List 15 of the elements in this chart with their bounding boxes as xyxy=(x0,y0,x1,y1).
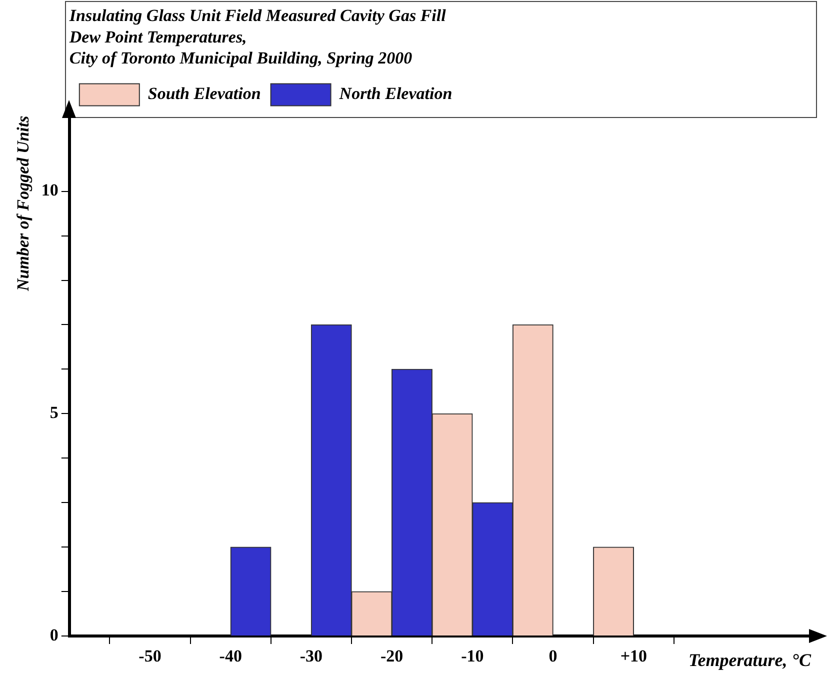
x-tick-label: 0 xyxy=(548,646,558,666)
y-axis-title: Number of Fogged Units xyxy=(14,115,33,292)
y-tick-label: 0 xyxy=(50,625,58,644)
x-tick-label: -10 xyxy=(461,646,484,666)
legend-label: South Elevation xyxy=(148,84,261,104)
x-axis-title: Temperature, °C xyxy=(688,650,812,670)
y-tick-label: 5 xyxy=(50,403,58,422)
x-tick-label: -50 xyxy=(138,646,162,666)
chart-title: Insulating Glass Unit Field Measured Cavity Gas Fill Dew Point Temperatures, City of Toronto Municipal Building, Spring 2000 xyxy=(68,6,446,68)
x-tick-label: -30 xyxy=(300,646,323,666)
legend-label: North Elevation xyxy=(338,84,452,104)
x-tick-label: +10 xyxy=(620,646,648,666)
x-tick-label: -20 xyxy=(380,646,404,666)
x-tick-label: -40 xyxy=(219,646,242,666)
y-tick-label: 10 xyxy=(41,180,58,200)
